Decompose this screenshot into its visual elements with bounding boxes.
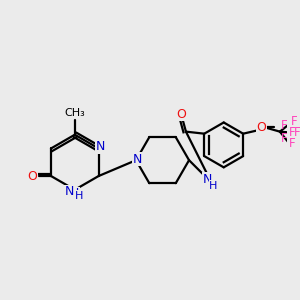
Text: O: O (176, 108, 186, 121)
Text: F: F (291, 115, 298, 128)
Text: F: F (294, 126, 300, 139)
Text: O: O (256, 121, 266, 134)
Text: N: N (65, 185, 74, 198)
Text: F: F (280, 119, 287, 132)
Text: CH₃: CH₃ (64, 108, 85, 118)
Text: H: H (75, 191, 83, 201)
Text: N: N (132, 153, 142, 166)
Text: N: N (70, 188, 80, 200)
Text: F: F (289, 137, 296, 150)
Text: O: O (28, 169, 38, 182)
Text: F: F (280, 132, 287, 145)
Text: F: F (289, 126, 296, 139)
Text: N: N (203, 173, 212, 186)
Text: H: H (209, 181, 218, 191)
Text: N: N (96, 140, 105, 153)
